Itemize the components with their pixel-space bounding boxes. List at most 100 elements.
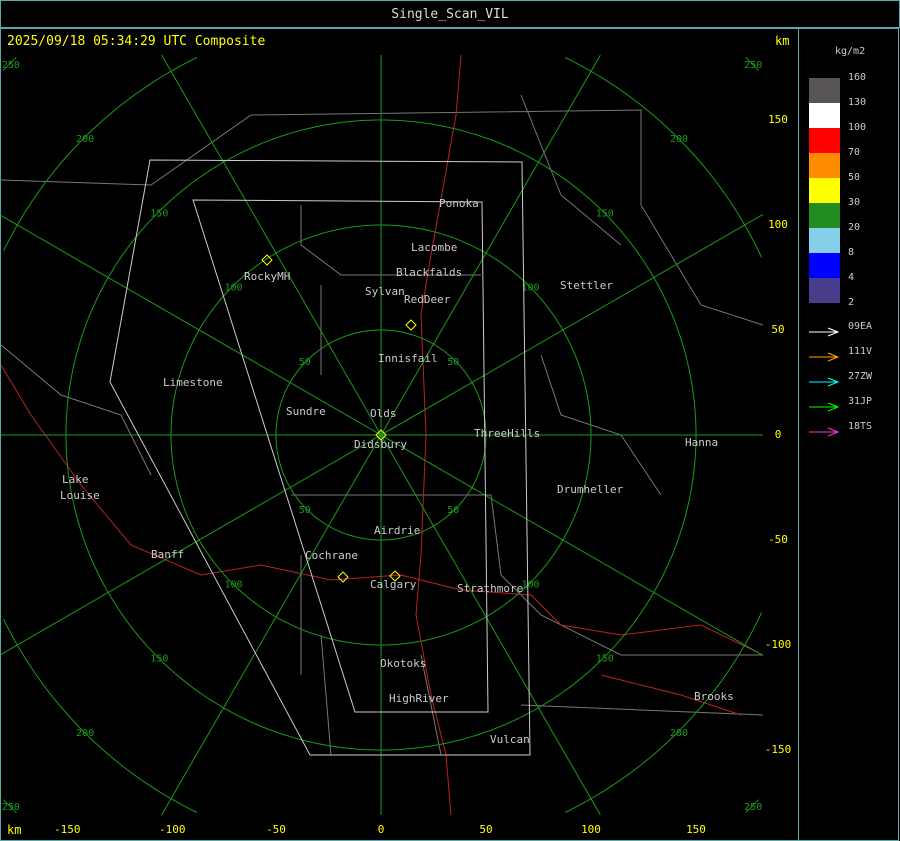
radar-label: 31JP (848, 396, 873, 407)
legend-swatch (809, 128, 840, 153)
legend-level-label: 70 (848, 147, 861, 158)
y-tick-label: -50 (768, 533, 788, 546)
city-label: Innisfail (378, 352, 438, 365)
ring-label: 200 (670, 728, 688, 739)
radar-arrow-icon (809, 322, 840, 337)
range-ring (3, 57, 763, 813)
y-tick-label: 0 (774, 428, 782, 441)
city-label: Cochrane (305, 549, 358, 562)
city-label: RedDeer (404, 293, 451, 306)
city-label: Airdrie (374, 524, 420, 537)
y-tick-label: 150 (768, 113, 788, 126)
range-ring (2, 56, 760, 814)
y-tick-label: 100 (768, 218, 788, 231)
legend-level-label: 8 (848, 247, 855, 258)
scan-boundary-outer (109, 159, 531, 756)
legend-swatch (809, 178, 840, 203)
river-lines (1, 55, 763, 815)
city-label: Sundre (286, 405, 326, 418)
x-tick-label: -100 (159, 823, 186, 836)
city-label: Hanna (685, 436, 718, 449)
azimuth-spoke (1, 214, 763, 655)
radar-label: 18TS (848, 421, 873, 432)
radar-site-icon (261, 254, 273, 266)
ring-label: 100 (521, 579, 539, 590)
legend-swatch (809, 278, 840, 303)
city-label: HighRiver (389, 692, 449, 705)
ring-label: 50 (447, 505, 459, 516)
city-label: ThreeHills (474, 427, 540, 440)
radar-arrow-icon (809, 397, 840, 412)
ring-label: 50 (299, 505, 311, 516)
ring-label: 150 (150, 654, 168, 665)
ring-label: 150 (150, 208, 168, 219)
window-title: Single_Scan_VIL (0, 0, 900, 28)
azimuth-spoke (1, 215, 763, 656)
legend-level-label: 160 (848, 72, 867, 83)
legend-swatch (809, 203, 840, 228)
legend-swatch (809, 103, 840, 128)
ring-label: 200 (670, 134, 688, 145)
legend-level-label: 30 (848, 197, 861, 208)
legend-level-label: 100 (848, 122, 867, 133)
y-tick-label: -100 (764, 638, 792, 651)
city-label: Brooks (694, 690, 734, 703)
legend-level-label: 2 (848, 297, 855, 308)
y-tick-label: -150 (764, 743, 792, 756)
city-label: Lacombe (411, 241, 457, 254)
x-tick-label: 150 (686, 823, 706, 836)
city-label: Limestone (163, 376, 223, 389)
radar-map[interactable]: 50 50 50 50 100 100 100 100 150 150 150 150 200 200 20… (1, 55, 763, 815)
ring-label: 200 (76, 134, 94, 145)
ring-label: 250 (744, 802, 762, 813)
city-label: Olds (370, 407, 397, 420)
radar-site-icon (337, 571, 349, 583)
radar-site-icon (389, 570, 401, 582)
ring-label: 50 (299, 357, 311, 368)
x-tick-label: -150 (54, 823, 81, 836)
city-label: Sylvan (365, 285, 405, 298)
ring-label: 100 (225, 283, 243, 294)
x-tick-label: 100 (581, 823, 601, 836)
city-label: Calgary (370, 578, 417, 591)
legend-level-label: 4 (848, 272, 855, 283)
city-label: Stettler (560, 279, 613, 292)
legend-level-label: 50 (848, 172, 861, 183)
radar-label: 27ZW (848, 371, 873, 382)
ring-label: 250 (2, 802, 20, 813)
legend-swatch (809, 153, 840, 178)
ring-label: 150 (596, 654, 614, 665)
ring-label: 100 (521, 283, 539, 294)
city-label: Blackfalds (396, 266, 462, 279)
radar-arrow-icon (809, 422, 840, 437)
km-label-bottom: km (7, 823, 22, 837)
city-label: Banff (151, 548, 184, 561)
radar-site-icon (375, 429, 387, 441)
ring-label: 250 (744, 60, 762, 71)
city-label: Vulcan (490, 733, 530, 746)
legend-swatch (809, 253, 840, 278)
ring-label: 150 (596, 208, 614, 219)
ring-label: 100 (225, 579, 243, 590)
radar-site-icon (405, 319, 417, 331)
city-label: Strathmore (457, 582, 523, 595)
radar-label: 111V (848, 346, 873, 357)
boundary-lines (1, 94, 763, 756)
legend-level-label: 20 (848, 222, 861, 233)
city-label: Drumheller (557, 483, 624, 496)
legend-unit: kg/m2 (835, 46, 866, 57)
ring-label: 250 (2, 60, 20, 71)
ring-label: 200 (76, 728, 94, 739)
city-label: Lake (62, 473, 89, 486)
city-label: RockyMH (244, 270, 290, 283)
city-label: Ponoka (439, 197, 479, 210)
legend-level-label: 130 (848, 97, 867, 108)
scan-boundary-inner (192, 199, 489, 713)
x-tick-label: -50 (266, 823, 286, 836)
timestamp: 2025/09/18 05:34:29 UTC Composite (7, 34, 266, 49)
legend-swatch (809, 228, 840, 253)
y-tick-label: 50 (771, 323, 785, 336)
city-label: Louise (60, 489, 100, 502)
x-tick-label: 50 (479, 823, 493, 836)
city-label: Okotoks (380, 657, 426, 670)
